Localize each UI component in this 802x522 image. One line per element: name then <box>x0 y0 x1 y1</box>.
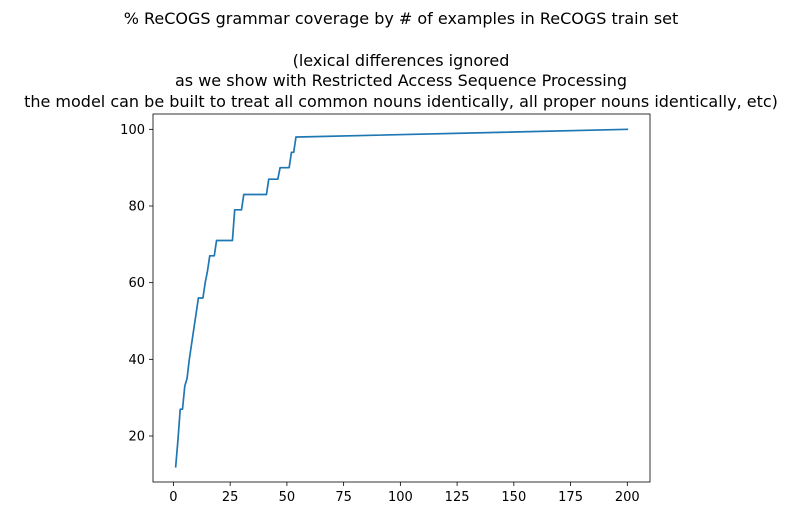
chart-title-line: % ReCOGS grammar coverage by # of exampl… <box>124 9 679 28</box>
x-tick-label: 150 <box>501 490 526 505</box>
y-tick-label: 60 <box>128 276 145 291</box>
x-tick-label: 125 <box>445 490 470 505</box>
x-tick-label: 100 <box>388 490 413 505</box>
y-tick-label: 100 <box>120 123 145 138</box>
chart-title-line: the model can be built to treat all comm… <box>24 92 778 111</box>
y-tick-label: 20 <box>128 430 145 445</box>
y-tick-label: 40 <box>128 353 145 368</box>
x-tick-label: 25 <box>222 490 239 505</box>
series-line <box>174 128 629 468</box>
series-group <box>174 128 629 468</box>
chart-title-line: as we show with Restricted Access Sequen… <box>175 71 627 90</box>
x-tick-label: 75 <box>335 490 352 505</box>
x-tick-label: 200 <box>615 490 640 505</box>
x-tick-label: 0 <box>169 490 177 505</box>
y-tick-label: 80 <box>128 200 145 215</box>
plot-area-frame <box>152 113 651 483</box>
chart-title-line: (lexical differences ignored <box>293 51 510 70</box>
x-axis: 0 25 50 75 100 125 150 175 200 <box>169 482 640 505</box>
y-axis: 20 40 60 80 100 <box>120 123 153 445</box>
x-tick-label: 175 <box>558 490 583 505</box>
x-tick-label: 50 <box>279 490 296 505</box>
chart-title: % ReCOGS grammar coverage by # of exampl… <box>24 9 778 111</box>
